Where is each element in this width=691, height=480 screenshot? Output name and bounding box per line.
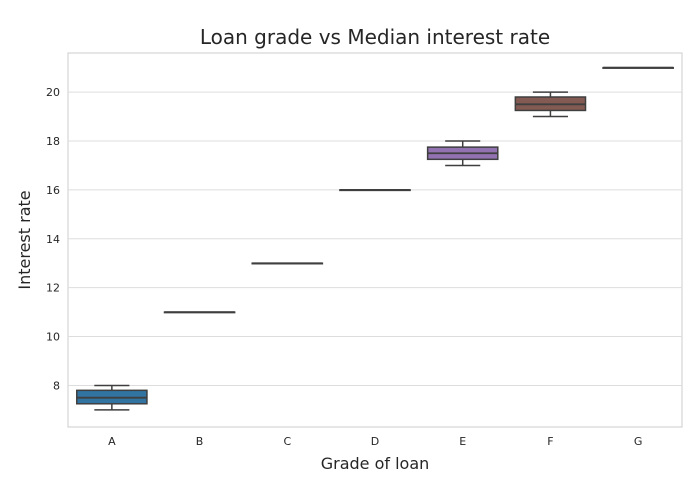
boxes [76, 66, 674, 411]
x-tick-label: E [459, 435, 466, 448]
box-g [602, 66, 674, 69]
box-d [339, 188, 411, 192]
y-axis-ticks: 8 10 12 14 16 18 20 [46, 86, 60, 392]
x-axis-ticks: A B C D E F G [108, 435, 642, 448]
x-tick-label: C [283, 435, 291, 448]
x-tick-label: B [196, 435, 204, 448]
x-tick-label: F [547, 435, 553, 448]
box-f [514, 91, 587, 118]
y-axis-label: Interest rate [15, 190, 34, 289]
y-tick-label: 16 [46, 184, 60, 197]
box-e [426, 140, 499, 167]
y-tick-label: 10 [46, 331, 60, 344]
y-tick-label: 14 [46, 233, 60, 246]
x-axis-label: Grade of loan [321, 454, 430, 473]
box-b [163, 311, 236, 314]
x-tick-label: D [371, 435, 379, 448]
y-tick-label: 20 [46, 86, 60, 99]
plot-area [67, 52, 683, 428]
x-tick-label: G [634, 435, 643, 448]
y-tick-label: 12 [46, 282, 60, 295]
chart-title: Loan grade vs Median interest rate [200, 25, 550, 49]
y-tick-label: 8 [53, 379, 60, 392]
x-tick-label: A [108, 435, 116, 448]
box-c [251, 262, 324, 265]
box-a [76, 384, 148, 411]
y-tick-label: 18 [46, 135, 60, 148]
